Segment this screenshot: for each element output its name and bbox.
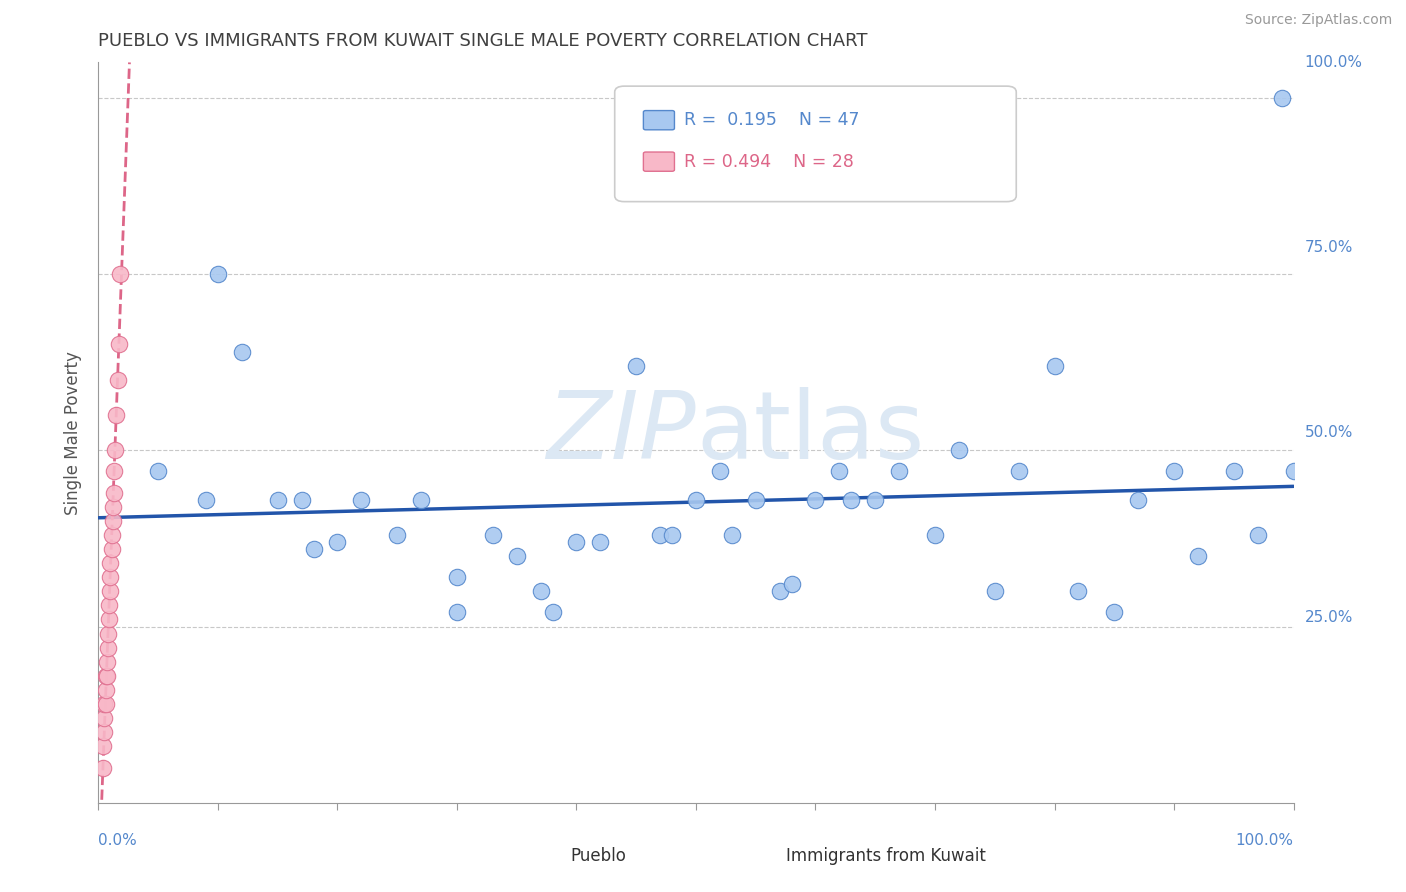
Y-axis label: Single Male Poverty: Single Male Poverty xyxy=(65,351,83,515)
Point xyxy=(661,528,683,542)
Point xyxy=(101,514,124,528)
Text: ZIP: ZIP xyxy=(547,387,696,478)
Point xyxy=(207,267,229,281)
FancyBboxPatch shape xyxy=(644,111,675,130)
Point xyxy=(302,541,325,556)
Point xyxy=(745,492,768,507)
Point xyxy=(1067,584,1090,599)
Text: Source: ZipAtlas.com: Source: ZipAtlas.com xyxy=(1244,13,1392,28)
Point xyxy=(91,739,114,754)
Point xyxy=(685,492,707,507)
Point xyxy=(97,640,120,655)
Point xyxy=(100,541,122,556)
Point xyxy=(780,577,803,591)
Point xyxy=(1223,464,1246,478)
Point xyxy=(108,267,131,281)
Point xyxy=(94,683,117,698)
Point xyxy=(481,528,505,542)
Point xyxy=(828,464,851,478)
Text: Immigrants from Kuwait: Immigrants from Kuwait xyxy=(786,847,986,865)
Point xyxy=(530,584,553,599)
Point xyxy=(96,655,118,669)
Point xyxy=(506,549,529,563)
Point xyxy=(103,464,125,478)
Point xyxy=(231,344,253,359)
Point xyxy=(91,760,114,774)
Point xyxy=(768,584,790,599)
Point xyxy=(107,337,129,351)
Point xyxy=(721,528,744,542)
Point xyxy=(948,443,970,458)
Point xyxy=(148,464,170,478)
Text: 25.0%: 25.0% xyxy=(1305,610,1353,625)
Point xyxy=(1247,528,1270,542)
FancyBboxPatch shape xyxy=(751,847,782,866)
Point xyxy=(98,570,122,584)
Point xyxy=(889,464,911,478)
Point xyxy=(98,556,122,570)
Text: 100.0%: 100.0% xyxy=(1305,55,1362,70)
Point xyxy=(385,528,409,542)
Point xyxy=(984,584,1007,599)
Point xyxy=(97,626,120,640)
Point xyxy=(93,711,115,725)
Point xyxy=(195,492,218,507)
Point xyxy=(96,669,118,683)
Text: atlas: atlas xyxy=(696,386,924,479)
Text: 50.0%: 50.0% xyxy=(1305,425,1353,440)
Text: 0.0%: 0.0% xyxy=(98,833,138,848)
Point xyxy=(350,492,373,507)
Point xyxy=(103,485,125,500)
Point xyxy=(1008,464,1031,478)
Point xyxy=(1128,492,1150,507)
Point xyxy=(94,697,117,711)
Point xyxy=(93,697,115,711)
Point xyxy=(1043,359,1066,373)
Text: R = 0.494    N = 28: R = 0.494 N = 28 xyxy=(685,153,853,170)
Text: PUEBLO VS IMMIGRANTS FROM KUWAIT SINGLE MALE POVERTY CORRELATION CHART: PUEBLO VS IMMIGRANTS FROM KUWAIT SINGLE … xyxy=(98,32,868,50)
Text: Pueblo: Pueblo xyxy=(571,847,626,865)
Point xyxy=(541,606,564,620)
Point xyxy=(1104,606,1126,620)
Point xyxy=(804,492,827,507)
Point xyxy=(709,464,731,478)
Point xyxy=(1282,464,1305,478)
Point xyxy=(105,408,128,422)
Point xyxy=(589,535,612,549)
Text: 75.0%: 75.0% xyxy=(1305,240,1353,255)
Point xyxy=(446,606,468,620)
Point xyxy=(94,669,117,683)
Point xyxy=(446,570,468,584)
Point xyxy=(101,500,124,514)
Point xyxy=(648,528,672,542)
Point xyxy=(100,528,122,542)
Point xyxy=(107,373,129,387)
Point xyxy=(924,528,946,542)
Point xyxy=(98,612,121,626)
Point xyxy=(326,535,349,549)
Point xyxy=(411,492,433,507)
Point xyxy=(98,599,121,613)
Point xyxy=(565,535,588,549)
Point xyxy=(104,443,127,458)
FancyBboxPatch shape xyxy=(644,152,675,171)
Text: 100.0%: 100.0% xyxy=(1236,833,1294,848)
Point xyxy=(267,492,290,507)
Point xyxy=(93,725,115,739)
Point xyxy=(1187,549,1209,563)
Point xyxy=(98,584,122,599)
FancyBboxPatch shape xyxy=(614,87,1017,202)
Point xyxy=(865,492,887,507)
Text: R =  0.195    N = 47: R = 0.195 N = 47 xyxy=(685,112,859,129)
Point xyxy=(1271,91,1294,105)
FancyBboxPatch shape xyxy=(536,847,567,866)
Point xyxy=(1163,464,1185,478)
Point xyxy=(626,359,648,373)
Point xyxy=(841,492,863,507)
Point xyxy=(291,492,314,507)
